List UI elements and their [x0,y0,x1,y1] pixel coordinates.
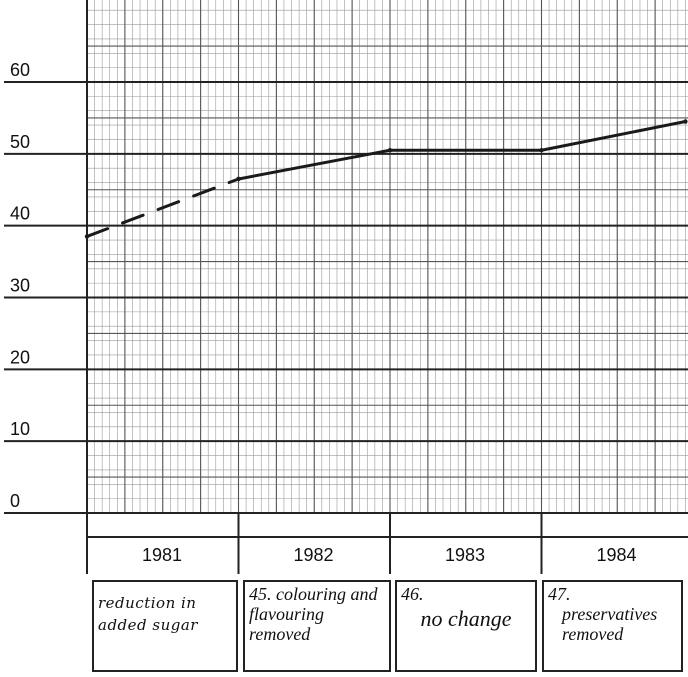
y-tick-label: 50 [10,132,30,152]
series-line [85,177,240,238]
series-line [237,120,687,181]
annotation-1981: reduction in added sugar [92,580,238,672]
y-tick-label: 60 [10,60,30,80]
data-point [84,234,90,239]
annotation-1981-text: reduction in added sugar [98,594,198,634]
x-tick-label: 1983 [445,545,485,565]
annotation-1982-label: colouring and flavouring removed [249,584,378,644]
annotation-1983-number: 46. [401,584,424,604]
y-tick-label: 0 [10,491,20,511]
annotation-1983-label: no change [420,606,512,631]
data-point [387,148,393,153]
annotation-1982-text: 45. colouring and flavouring removed [249,584,385,644]
annotation-1982: 45. colouring and flavouring removed [243,580,391,672]
y-axis: 0 10 20 30 40 50 60 [4,60,688,514]
major-grid [86,0,688,514]
minor-grid [86,0,688,514]
annotation-1984-label: preservatives removed [562,604,658,644]
x-tick-label: 1981 [142,545,182,565]
data-point [539,148,544,153]
data-point [683,119,688,124]
series-layer [84,119,688,239]
y-tick-label: 20 [10,347,30,367]
x-tick-label: 1984 [596,545,636,565]
x-axis: 1981 1982 1983 1984 [86,513,688,574]
data-point [236,176,241,182]
annotation-1982-number: 45. [249,584,272,604]
x-tick-label: 1982 [293,545,333,565]
annotation-1984-number: 47. [548,584,571,604]
y-tick-label: 30 [10,276,30,296]
y-tick-label: 10 [10,419,30,439]
annotation-1984: 47. preservatives removed [542,580,683,672]
annotation-1983: 46. no change [395,580,537,672]
y-tick-label: 40 [10,204,30,224]
